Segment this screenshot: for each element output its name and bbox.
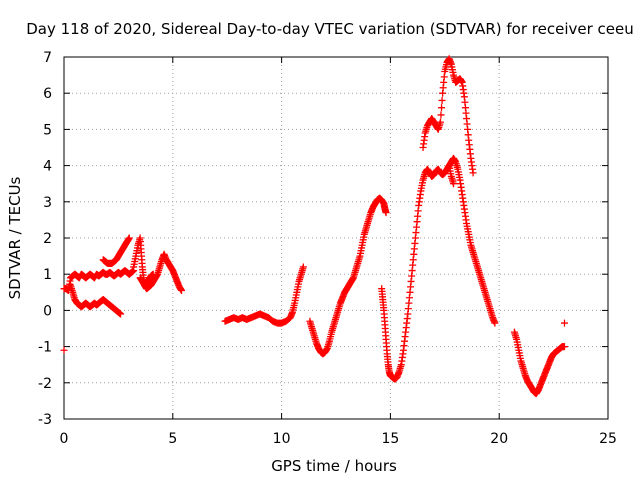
x-tick-label: 15	[381, 431, 399, 447]
x-tick-label: 5	[168, 431, 177, 447]
y-axis-label: SDTVAR / TECUs	[6, 176, 24, 299]
data-points	[60, 55, 568, 398]
y-tick-label: 0	[43, 303, 52, 319]
y-tick-label: -1	[38, 340, 52, 356]
data-point	[117, 310, 125, 318]
grid-lines	[64, 57, 608, 419]
data-point	[125, 234, 133, 242]
data-point	[560, 319, 568, 327]
x-axis-label: GPS time / hours	[271, 457, 397, 475]
y-tick-label: 1	[43, 267, 52, 283]
x-tick-label: 10	[273, 431, 291, 447]
y-tick-label: 3	[43, 195, 52, 211]
x-tick-labels: 0 5 10 15 20 25	[60, 431, 617, 447]
plot-frame	[63, 56, 609, 420]
y-tick-labels: -3 -2 -1 0 1 2 3 4 5 6 7	[38, 50, 52, 428]
data-point	[60, 346, 68, 354]
chart-title: Day 118 of 2020, Sidereal Day-to-day VTE…	[26, 20, 634, 38]
x-tick-label: 0	[60, 431, 69, 447]
data-point	[178, 286, 186, 294]
y-tick-label: 7	[43, 50, 52, 66]
data-point	[438, 96, 446, 104]
data-point	[299, 263, 307, 271]
y-tick-label: 6	[43, 86, 52, 102]
data-point	[437, 111, 445, 119]
data-point	[560, 343, 568, 351]
y-tick-label: 5	[43, 122, 52, 138]
y-tick-label: -2	[38, 376, 52, 392]
data-point	[491, 319, 499, 327]
data-point	[382, 209, 390, 217]
x-tick-label: 20	[490, 431, 508, 447]
data-point	[436, 118, 444, 126]
y-tick-label: -3	[38, 412, 52, 428]
data-point	[450, 180, 458, 188]
x-tick-label: 25	[599, 431, 617, 447]
y-tick-label: 4	[43, 159, 52, 175]
data-point	[149, 270, 157, 278]
y-tick-label: 2	[43, 231, 52, 247]
data-point	[469, 169, 477, 177]
data-point	[438, 104, 446, 112]
